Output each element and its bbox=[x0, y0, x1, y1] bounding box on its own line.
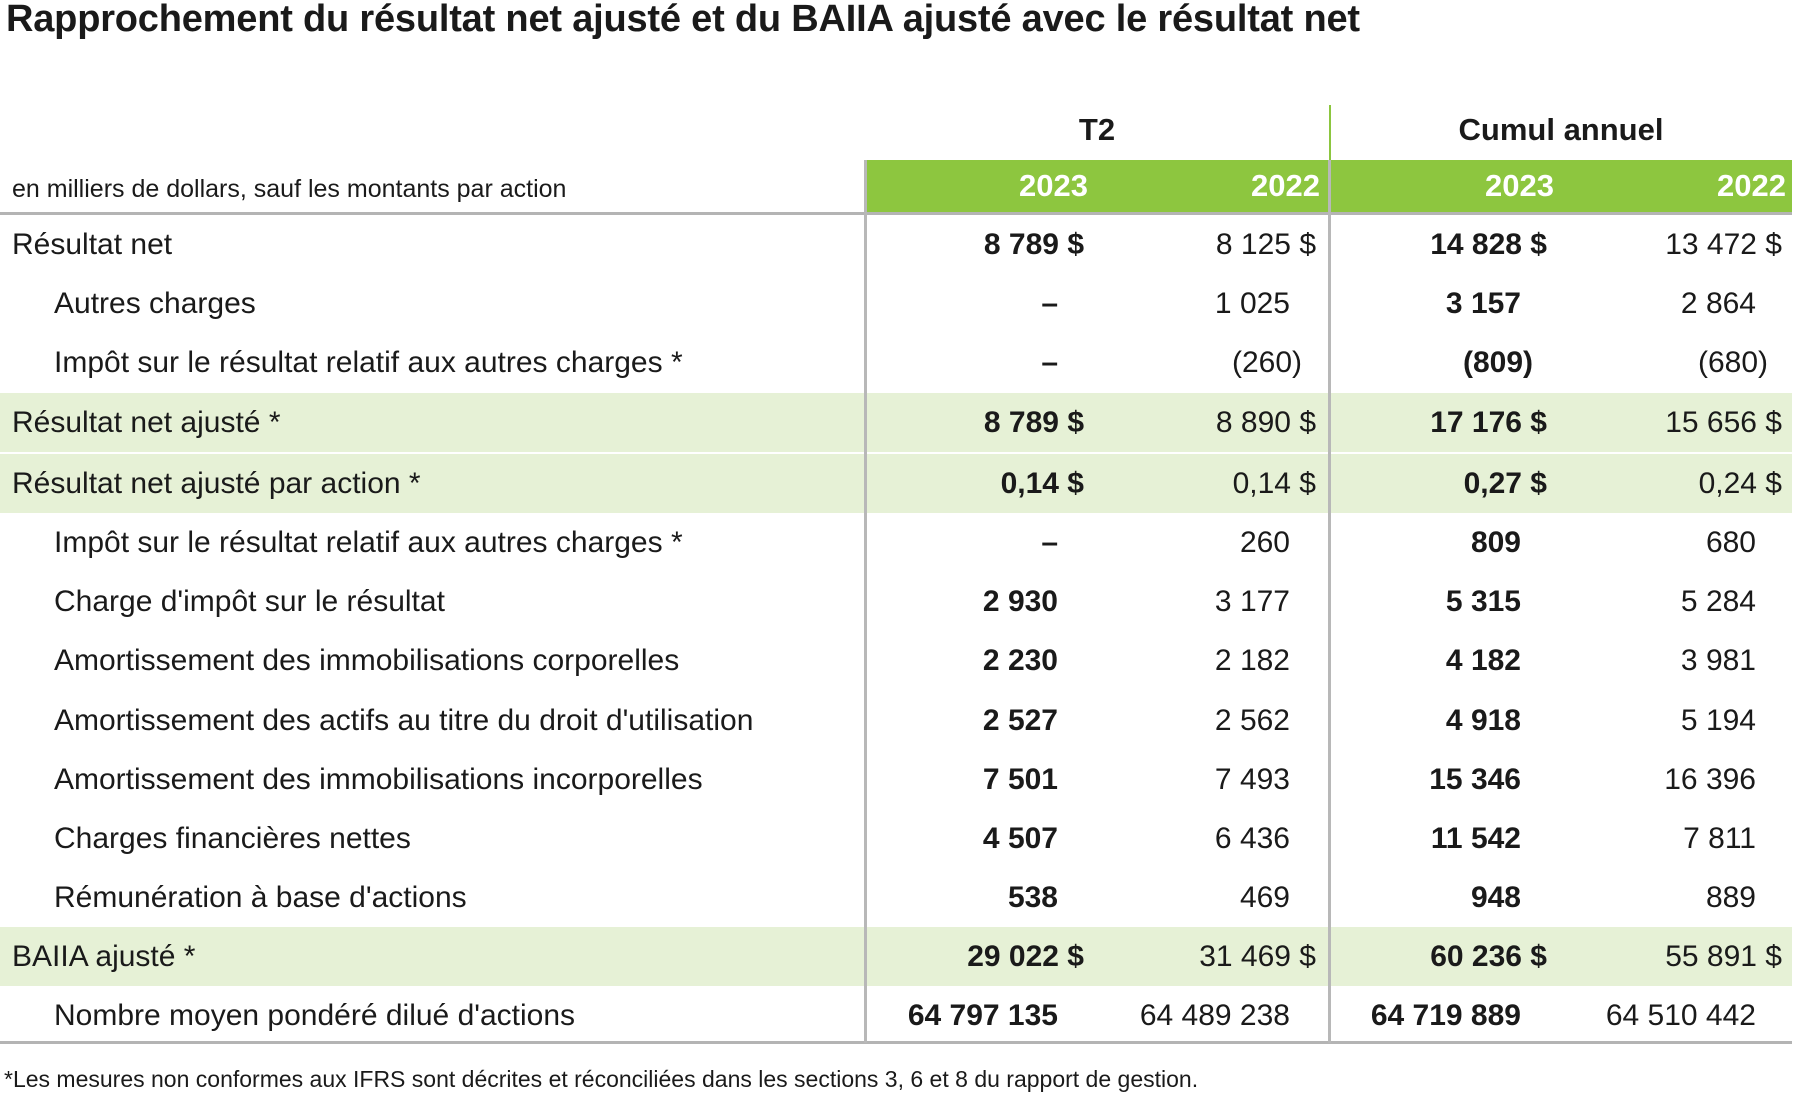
table-row: Rémunération à base d'actions 538 469 94… bbox=[0, 868, 1792, 927]
table-row: Amortissement des immobilisations corpor… bbox=[0, 631, 1792, 690]
cell-cumul-2023: (809) bbox=[1462, 346, 1533, 380]
row-label: Rémunération à base d'actions bbox=[54, 881, 467, 915]
cell-cumul-2022: 16 396 bbox=[1664, 762, 1756, 796]
table-row: Charge d'impôt sur le résultat 2 930 3 1… bbox=[0, 572, 1792, 631]
table-row: Nombre moyen pondéré dilué d'actions 64 … bbox=[0, 986, 1792, 1045]
cell-cumul-2023: 3 157 bbox=[1445, 287, 1521, 321]
table-row: Amortissement des immobilisations incorp… bbox=[0, 750, 1792, 809]
row-label: Charges financières nettes bbox=[54, 821, 411, 855]
cell-t2-2023: – bbox=[1041, 287, 1058, 321]
cell-cumul-2022: 55 891 $ bbox=[1665, 940, 1782, 974]
cell-cumul-2022: 3 981 bbox=[1680, 644, 1756, 678]
reconciliation-table: Résultat net 8 789 $ 8 125 $ 14 828 $ 13… bbox=[0, 215, 1792, 1046]
cell-t2-2022: 6 436 bbox=[1214, 821, 1290, 855]
cell-t2-2023: 8 789 $ bbox=[983, 228, 1084, 261]
table-row: Impôt sur le résultat relatif aux autres… bbox=[0, 333, 1792, 392]
year-header-cumul-2022: 2022 bbox=[1717, 168, 1786, 203]
cell-t2-2022: 1 025 bbox=[1214, 287, 1290, 321]
row-label: Impôt sur le résultat relatif aux autres… bbox=[54, 525, 683, 559]
cell-t2-2022: 0,14 $ bbox=[1232, 466, 1316, 500]
cell-t2-2023: 538 bbox=[1007, 881, 1058, 915]
column-group-t2: T2 bbox=[1078, 112, 1116, 147]
group-divider bbox=[1329, 105, 1331, 160]
year-header-cumul-2023: 2023 bbox=[1485, 168, 1554, 203]
table-row: Impôt sur le résultat relatif aux autres… bbox=[0, 513, 1792, 572]
row-label: Amortissement des immobilisations corpor… bbox=[54, 644, 680, 678]
cell-cumul-2023: 17 176 $ bbox=[1430, 405, 1547, 439]
footnote: *Les mesures non conformes aux IFRS sont… bbox=[4, 1066, 1199, 1092]
cell-cumul-2022: 5 194 bbox=[1680, 703, 1756, 737]
row-label: Impôt sur le résultat relatif aux autres… bbox=[54, 346, 683, 380]
cell-t2-2023: – bbox=[1041, 525, 1058, 559]
table-row: Amortissement des actifs au titre du dro… bbox=[0, 691, 1792, 750]
cell-t2-2023: 8 789 $ bbox=[983, 405, 1084, 439]
cell-cumul-2023: 11 542 bbox=[1430, 821, 1521, 855]
cell-t2-2022: 469 bbox=[1239, 881, 1290, 915]
cell-cumul-2022: 889 bbox=[1705, 881, 1756, 915]
cell-t2-2022: 3 177 bbox=[1214, 585, 1290, 619]
cell-cumul-2022: 15 656 $ bbox=[1665, 405, 1782, 439]
cell-t2-2022: (260) bbox=[1231, 346, 1302, 380]
cell-cumul-2022: (680) bbox=[1697, 346, 1768, 380]
table-row: Résultat net ajusté par action * 0,14 $ … bbox=[0, 453, 1792, 513]
cell-t2-2022: 31 469 $ bbox=[1199, 940, 1316, 974]
cell-cumul-2023: 4 918 bbox=[1445, 703, 1521, 737]
table-row: Charges financières nettes 4 507 6 436 1… bbox=[0, 809, 1792, 868]
table-row: Autres charges – 1 025 3 157 2 864 bbox=[0, 274, 1792, 333]
cell-cumul-2023: 15 346 bbox=[1429, 762, 1521, 796]
cell-cumul-2023: 5 315 bbox=[1445, 585, 1521, 619]
cell-cumul-2023: 60 236 $ bbox=[1430, 940, 1547, 974]
year-header-t2-2022: 2022 bbox=[1251, 168, 1320, 203]
row-label: Résultat net bbox=[12, 228, 173, 261]
table-row: BAIIA ajusté * 29 022 $ 31 469 $ 60 236 … bbox=[0, 927, 1792, 987]
cell-t2-2022: 8 125 $ bbox=[1215, 228, 1316, 261]
cell-t2-2022: 64 489 238 bbox=[1139, 999, 1290, 1033]
cell-cumul-2023: 809 bbox=[1470, 525, 1521, 559]
cell-cumul-2022: 0,24 $ bbox=[1698, 466, 1782, 500]
cell-cumul-2022: 5 284 bbox=[1680, 585, 1756, 619]
cell-cumul-2022: 2 864 bbox=[1680, 287, 1756, 321]
cell-cumul-2023: 0,27 $ bbox=[1463, 466, 1547, 500]
row-label: Nombre moyen pondéré dilué d'actions bbox=[54, 999, 576, 1033]
column-group-cumul-annuel: Cumul annuel bbox=[1458, 112, 1664, 147]
column-divider-left bbox=[864, 160, 867, 1043]
header-rule bbox=[0, 212, 1792, 215]
cell-t2-2023: 2 527 bbox=[982, 703, 1058, 737]
year-header-t2-2023: 2023 bbox=[1019, 168, 1088, 203]
cell-cumul-2022: 7 811 bbox=[1683, 821, 1756, 855]
cell-cumul-2023: 64 719 889 bbox=[1370, 999, 1521, 1033]
cell-t2-2023: 4 507 bbox=[982, 821, 1058, 855]
row-label: Charge d'impôt sur le résultat bbox=[54, 585, 445, 619]
cell-t2-2023: – bbox=[1041, 346, 1058, 380]
bottom-rule bbox=[0, 1041, 1792, 1044]
table-row: Résultat net ajusté * 8 789 $ 8 890 $ 17… bbox=[0, 392, 1792, 452]
row-label: Résultat net ajusté * bbox=[12, 405, 281, 439]
cell-t2-2023: 29 022 $ bbox=[967, 940, 1084, 974]
cell-t2-2023: 2 930 bbox=[982, 585, 1058, 619]
units-note: en milliers de dollars, sauf les montant… bbox=[12, 175, 567, 203]
cell-t2-2023: 2 230 bbox=[982, 644, 1058, 678]
row-label: Autres charges bbox=[54, 287, 256, 321]
cell-t2-2023: 7 501 bbox=[982, 762, 1058, 796]
cell-cumul-2022: 64 510 442 bbox=[1605, 999, 1756, 1033]
cell-t2-2022: 8 890 $ bbox=[1215, 405, 1316, 439]
row-label: Amortissement des actifs au titre du dro… bbox=[54, 703, 754, 737]
page-title: Rapprochement du résultat net ajusté et … bbox=[6, 0, 1360, 40]
cell-cumul-2022: 680 bbox=[1705, 525, 1756, 559]
cell-cumul-2023: 948 bbox=[1470, 881, 1521, 915]
cell-t2-2022: 2 562 bbox=[1214, 703, 1290, 737]
cell-t2-2023: 0,14 $ bbox=[1000, 466, 1084, 500]
cell-t2-2023: 64 797 135 bbox=[907, 999, 1058, 1033]
row-label: Amortissement des immobilisations incorp… bbox=[54, 762, 703, 796]
cell-t2-2022: 7 493 bbox=[1214, 762, 1290, 796]
cell-t2-2022: 2 182 bbox=[1214, 644, 1290, 678]
column-divider-middle bbox=[1328, 160, 1331, 1043]
cell-cumul-2023: 14 828 $ bbox=[1430, 228, 1547, 261]
table-row: Résultat net 8 789 $ 8 125 $ 14 828 $ 13… bbox=[0, 215, 1792, 274]
cell-cumul-2022: 13 472 $ bbox=[1665, 228, 1782, 261]
row-label: Résultat net ajusté par action * bbox=[12, 466, 421, 500]
cell-t2-2022: 260 bbox=[1239, 525, 1290, 559]
cell-cumul-2023: 4 182 bbox=[1445, 644, 1521, 678]
row-label: BAIIA ajusté * bbox=[12, 940, 196, 974]
